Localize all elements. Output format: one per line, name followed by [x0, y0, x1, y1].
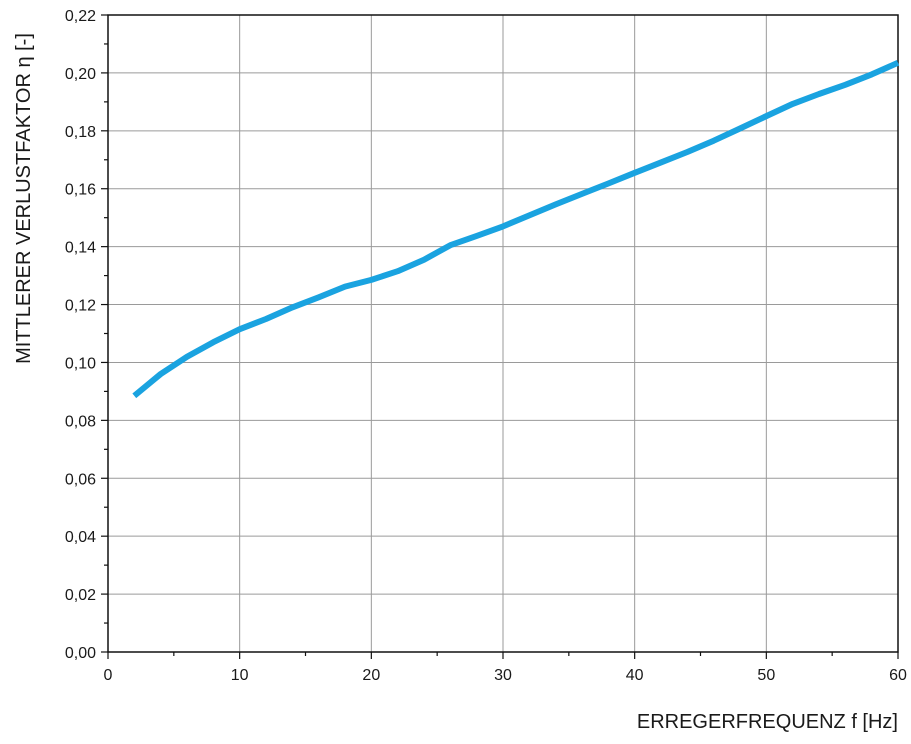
- y-tick-label: 0,20: [65, 66, 96, 83]
- y-tick-label: 0,16: [65, 182, 96, 199]
- y-tick-label: 0,12: [65, 298, 96, 315]
- x-tick-label: 40: [626, 667, 644, 684]
- y-tick-label: 0,22: [65, 8, 96, 25]
- grid: [108, 15, 898, 652]
- y-tick-label: 0,00: [65, 645, 96, 662]
- y-tick-label: 0,02: [65, 587, 96, 604]
- ticks: [101, 14, 899, 659]
- y-tick-label: 0,18: [65, 124, 96, 141]
- y-tick-label: 0,08: [65, 413, 96, 430]
- series-line: [132, 60, 900, 399]
- tick-labels: 0 10 20 30 40 50 60 0,00 0,02 0,04 0,06 0,08 0,10 0,1…: [65, 8, 907, 684]
- y-tick-label: 0,10: [65, 355, 96, 372]
- x-tick-label: 20: [362, 667, 380, 684]
- y-tick-label: 0,14: [65, 240, 96, 257]
- x-tick-label: 60: [889, 667, 907, 684]
- x-tick-label: 30: [494, 667, 512, 684]
- x-axis-label: ERREGERFREQUENZ f [Hz]: [637, 711, 898, 733]
- x-tick-label: 10: [231, 667, 249, 684]
- x-tick-label: 0: [104, 667, 113, 684]
- y-tick-label: 0,04: [65, 529, 96, 546]
- y-axis-label: MITTLERER VERLUSTFAKTOR η [-]: [13, 33, 35, 364]
- x-tick-label: 50: [757, 667, 775, 684]
- series: [132, 60, 900, 399]
- y-tick-label: 0,06: [65, 471, 96, 488]
